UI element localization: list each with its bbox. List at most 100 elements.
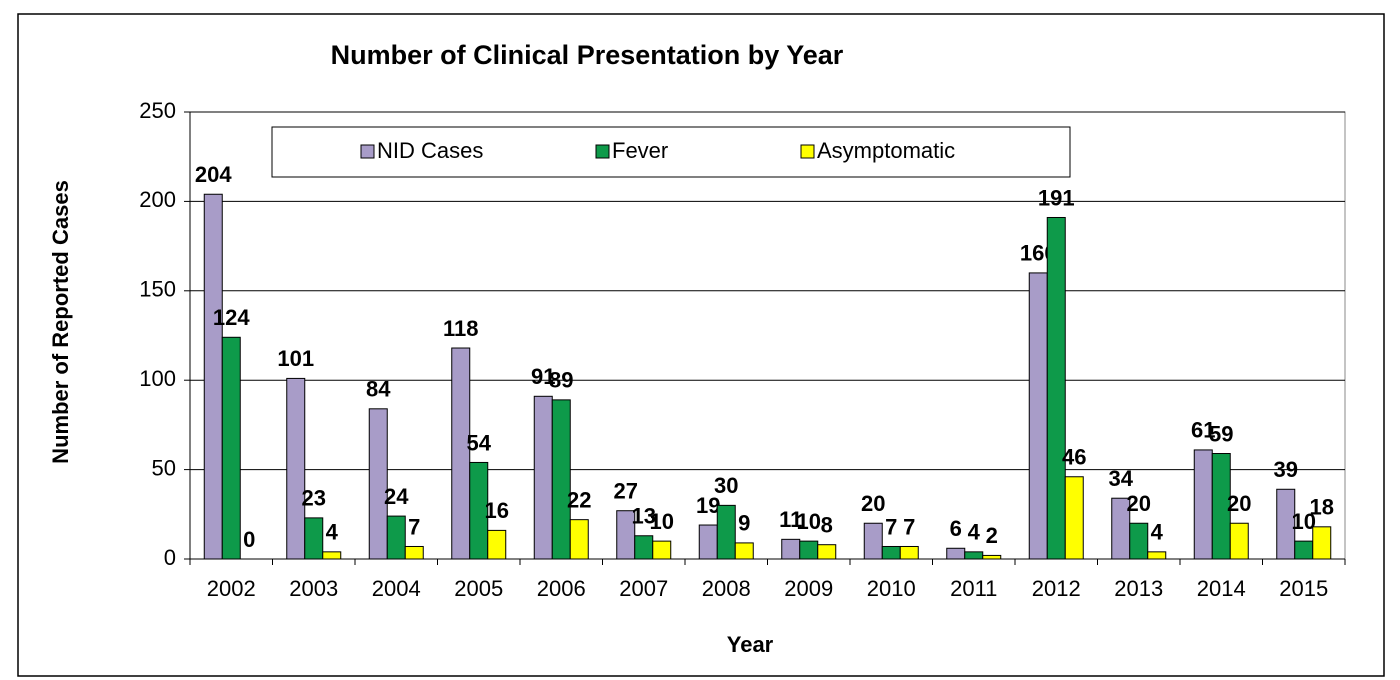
y-axis-label: Number of Reported Cases <box>48 180 73 464</box>
data-label: 4 <box>1151 520 1164 545</box>
data-label: 19 <box>696 493 720 518</box>
data-label: 124 <box>213 305 250 330</box>
bar <box>487 529 507 560</box>
data-label: 7 <box>885 514 897 539</box>
y-tick-label: 150 <box>139 277 176 302</box>
data-label: 7 <box>408 514 420 539</box>
data-label: 2 <box>986 523 998 548</box>
bar <box>982 554 1002 560</box>
data-label: 10 <box>797 509 821 534</box>
bar <box>817 544 837 560</box>
data-label: 39 <box>1274 457 1298 482</box>
data-label: 89 <box>549 368 573 393</box>
bar <box>1312 526 1332 560</box>
data-label: 18 <box>1310 495 1334 520</box>
bar <box>533 395 553 560</box>
bar <box>551 399 571 560</box>
plot-area <box>189 111 1346 560</box>
data-label: 4 <box>326 520 339 545</box>
data-label: 204 <box>195 162 232 187</box>
data-label: 118 <box>443 316 479 341</box>
x-tick-label: 2011 <box>950 576 997 601</box>
data-label: 20 <box>1227 491 1251 516</box>
data-label: 0 <box>243 527 255 552</box>
data-label: 27 <box>614 479 638 504</box>
bar <box>634 535 654 560</box>
bar <box>1229 522 1249 560</box>
data-label: 191 <box>1038 185 1075 210</box>
bar <box>734 542 754 560</box>
y-tick-label: 0 <box>164 545 176 570</box>
data-label: 20 <box>861 491 885 516</box>
x-tick-label: 2014 <box>1197 576 1246 601</box>
bar <box>1129 522 1149 560</box>
bar <box>569 519 589 560</box>
legend-label: Asymptomatic <box>817 138 955 163</box>
bar <box>221 336 241 560</box>
bar <box>698 524 718 560</box>
x-tick-label: 2002 <box>207 576 256 601</box>
data-label: 61 <box>1191 418 1215 443</box>
bar <box>404 545 424 560</box>
bar <box>1193 449 1213 560</box>
data-label: 10 <box>1292 509 1316 534</box>
data-label: 7 <box>903 514 915 539</box>
bar <box>946 547 966 560</box>
x-axis-label: Year <box>727 632 774 657</box>
bar <box>1028 272 1048 560</box>
x-tick-label: 2013 <box>1114 576 1163 601</box>
bar <box>1147 551 1167 560</box>
bar <box>304 517 324 560</box>
x-tick-label: 2006 <box>537 576 586 601</box>
x-tick-label: 2012 <box>1032 576 1081 601</box>
bar <box>863 522 883 560</box>
data-label: 91 <box>531 364 555 389</box>
legend-label: NID Cases <box>377 138 483 163</box>
bar <box>799 540 819 560</box>
bar <box>1064 476 1084 560</box>
bar <box>781 538 801 560</box>
bar <box>386 515 406 560</box>
bar <box>203 193 223 560</box>
bar <box>652 540 672 560</box>
data-label: 6 <box>950 516 962 541</box>
x-tick-label: 2015 <box>1279 576 1328 601</box>
legend-swatch <box>595 144 610 159</box>
data-label: 9 <box>738 511 750 536</box>
x-tick-label: 2005 <box>454 576 503 601</box>
y-tick-label: 50 <box>152 455 176 480</box>
data-label: 101 <box>277 346 314 371</box>
x-tick-label: 2003 <box>289 576 338 601</box>
x-tick-label: 2010 <box>867 576 916 601</box>
y-tick-label: 250 <box>139 98 176 123</box>
x-tick-label: 2007 <box>619 576 668 601</box>
data-label: 22 <box>567 487 591 512</box>
data-label: 59 <box>1209 421 1233 446</box>
data-label: 30 <box>714 473 738 498</box>
data-label: 23 <box>302 486 326 511</box>
x-tick-label: 2008 <box>702 576 751 601</box>
legend-swatch <box>800 144 815 159</box>
legend-box <box>271 126 1071 178</box>
legend-label: Fever <box>612 138 668 163</box>
data-label: 54 <box>467 430 492 455</box>
data-label: 34 <box>1109 466 1134 491</box>
data-label: 13 <box>632 504 656 529</box>
legend-swatch <box>360 144 375 159</box>
chart-title: Number of Clinical Presentation by Year <box>331 40 844 70</box>
data-label: 24 <box>384 484 409 509</box>
bar <box>322 551 342 560</box>
data-label: 4 <box>968 520 981 545</box>
data-label: 8 <box>821 513 833 538</box>
data-label: 10 <box>650 509 674 534</box>
x-tick-label: 2009 <box>784 576 833 601</box>
data-label: 46 <box>1062 445 1086 470</box>
data-label: 20 <box>1127 491 1151 516</box>
bar <box>899 545 919 560</box>
bar <box>1046 216 1066 560</box>
y-tick-label: 100 <box>139 366 176 391</box>
bar <box>286 377 306 560</box>
bar <box>964 551 984 560</box>
bar <box>716 504 736 560</box>
